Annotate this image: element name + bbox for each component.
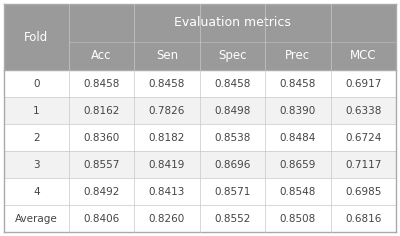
Bar [330, 178, 396, 205]
Bar [330, 70, 396, 97]
Bar [4, 205, 69, 232]
Text: 1: 1 [33, 105, 40, 116]
Bar [69, 178, 134, 205]
Text: 0.6724: 0.6724 [345, 133, 382, 143]
Text: 0.8360: 0.8360 [83, 133, 120, 143]
Text: 0.6816: 0.6816 [345, 214, 382, 223]
Text: 0.8182: 0.8182 [149, 133, 185, 143]
Bar [134, 97, 200, 124]
Text: 0.8458: 0.8458 [214, 79, 250, 88]
Bar [134, 42, 200, 70]
Text: 0.8508: 0.8508 [280, 214, 316, 223]
Text: 0.8571: 0.8571 [214, 186, 250, 197]
Bar [200, 124, 265, 151]
Text: 0.8484: 0.8484 [280, 133, 316, 143]
Bar [4, 97, 69, 124]
Bar [330, 42, 396, 70]
Bar [134, 124, 200, 151]
Text: Average: Average [15, 214, 58, 223]
Bar [200, 42, 265, 70]
Text: 4: 4 [33, 186, 40, 197]
Bar [265, 178, 330, 205]
Bar [330, 124, 396, 151]
Text: MCC: MCC [350, 49, 376, 62]
Bar [134, 178, 200, 205]
Text: Acc: Acc [91, 49, 112, 62]
Bar [265, 124, 330, 151]
Text: Sen: Sen [156, 49, 178, 62]
Text: 2: 2 [33, 133, 40, 143]
Text: 0.7826: 0.7826 [149, 105, 185, 116]
Bar [265, 151, 330, 178]
Bar [69, 4, 396, 42]
Text: Evaluation metrics: Evaluation metrics [174, 16, 291, 29]
Text: 0.8406: 0.8406 [83, 214, 120, 223]
Text: 0.8557: 0.8557 [83, 160, 120, 169]
Bar [69, 42, 134, 70]
Text: 0.8419: 0.8419 [149, 160, 185, 169]
Text: 0.8458: 0.8458 [149, 79, 185, 88]
Bar [200, 151, 265, 178]
Bar [265, 42, 330, 70]
Text: 0.8552: 0.8552 [214, 214, 250, 223]
Bar [200, 97, 265, 124]
Bar [69, 124, 134, 151]
Text: 0.6917: 0.6917 [345, 79, 382, 88]
Text: 0.6338: 0.6338 [345, 105, 382, 116]
Bar [69, 151, 134, 178]
Bar [4, 70, 69, 97]
Bar [69, 70, 134, 97]
Text: 3: 3 [33, 160, 40, 169]
Text: 0.8458: 0.8458 [280, 79, 316, 88]
Bar [330, 97, 396, 124]
Text: Spec: Spec [218, 49, 246, 62]
Bar [4, 4, 69, 70]
Text: 0.7117: 0.7117 [345, 160, 382, 169]
Text: 0.8538: 0.8538 [214, 133, 250, 143]
Bar [200, 205, 265, 232]
Text: 0.8413: 0.8413 [149, 186, 185, 197]
Text: 0.8696: 0.8696 [214, 160, 250, 169]
Text: 0.8458: 0.8458 [83, 79, 120, 88]
Text: 0.6985: 0.6985 [345, 186, 382, 197]
Text: 0.8492: 0.8492 [83, 186, 120, 197]
Bar [69, 97, 134, 124]
Text: Fold: Fold [24, 30, 48, 44]
Bar [134, 70, 200, 97]
Bar [200, 70, 265, 97]
Bar [330, 151, 396, 178]
Text: 0.8162: 0.8162 [83, 105, 120, 116]
Bar [69, 205, 134, 232]
Text: 0.8390: 0.8390 [280, 105, 316, 116]
Text: 0.8260: 0.8260 [149, 214, 185, 223]
Bar [4, 124, 69, 151]
Bar [265, 70, 330, 97]
Bar [134, 205, 200, 232]
Bar [330, 205, 396, 232]
Bar [265, 97, 330, 124]
Bar [200, 178, 265, 205]
Bar [265, 205, 330, 232]
Text: 0.8548: 0.8548 [280, 186, 316, 197]
Text: 0.8659: 0.8659 [280, 160, 316, 169]
Text: 0.8498: 0.8498 [214, 105, 250, 116]
Bar [4, 151, 69, 178]
Text: Prec: Prec [285, 49, 310, 62]
Bar [4, 178, 69, 205]
Bar [134, 151, 200, 178]
Text: 0: 0 [33, 79, 40, 88]
